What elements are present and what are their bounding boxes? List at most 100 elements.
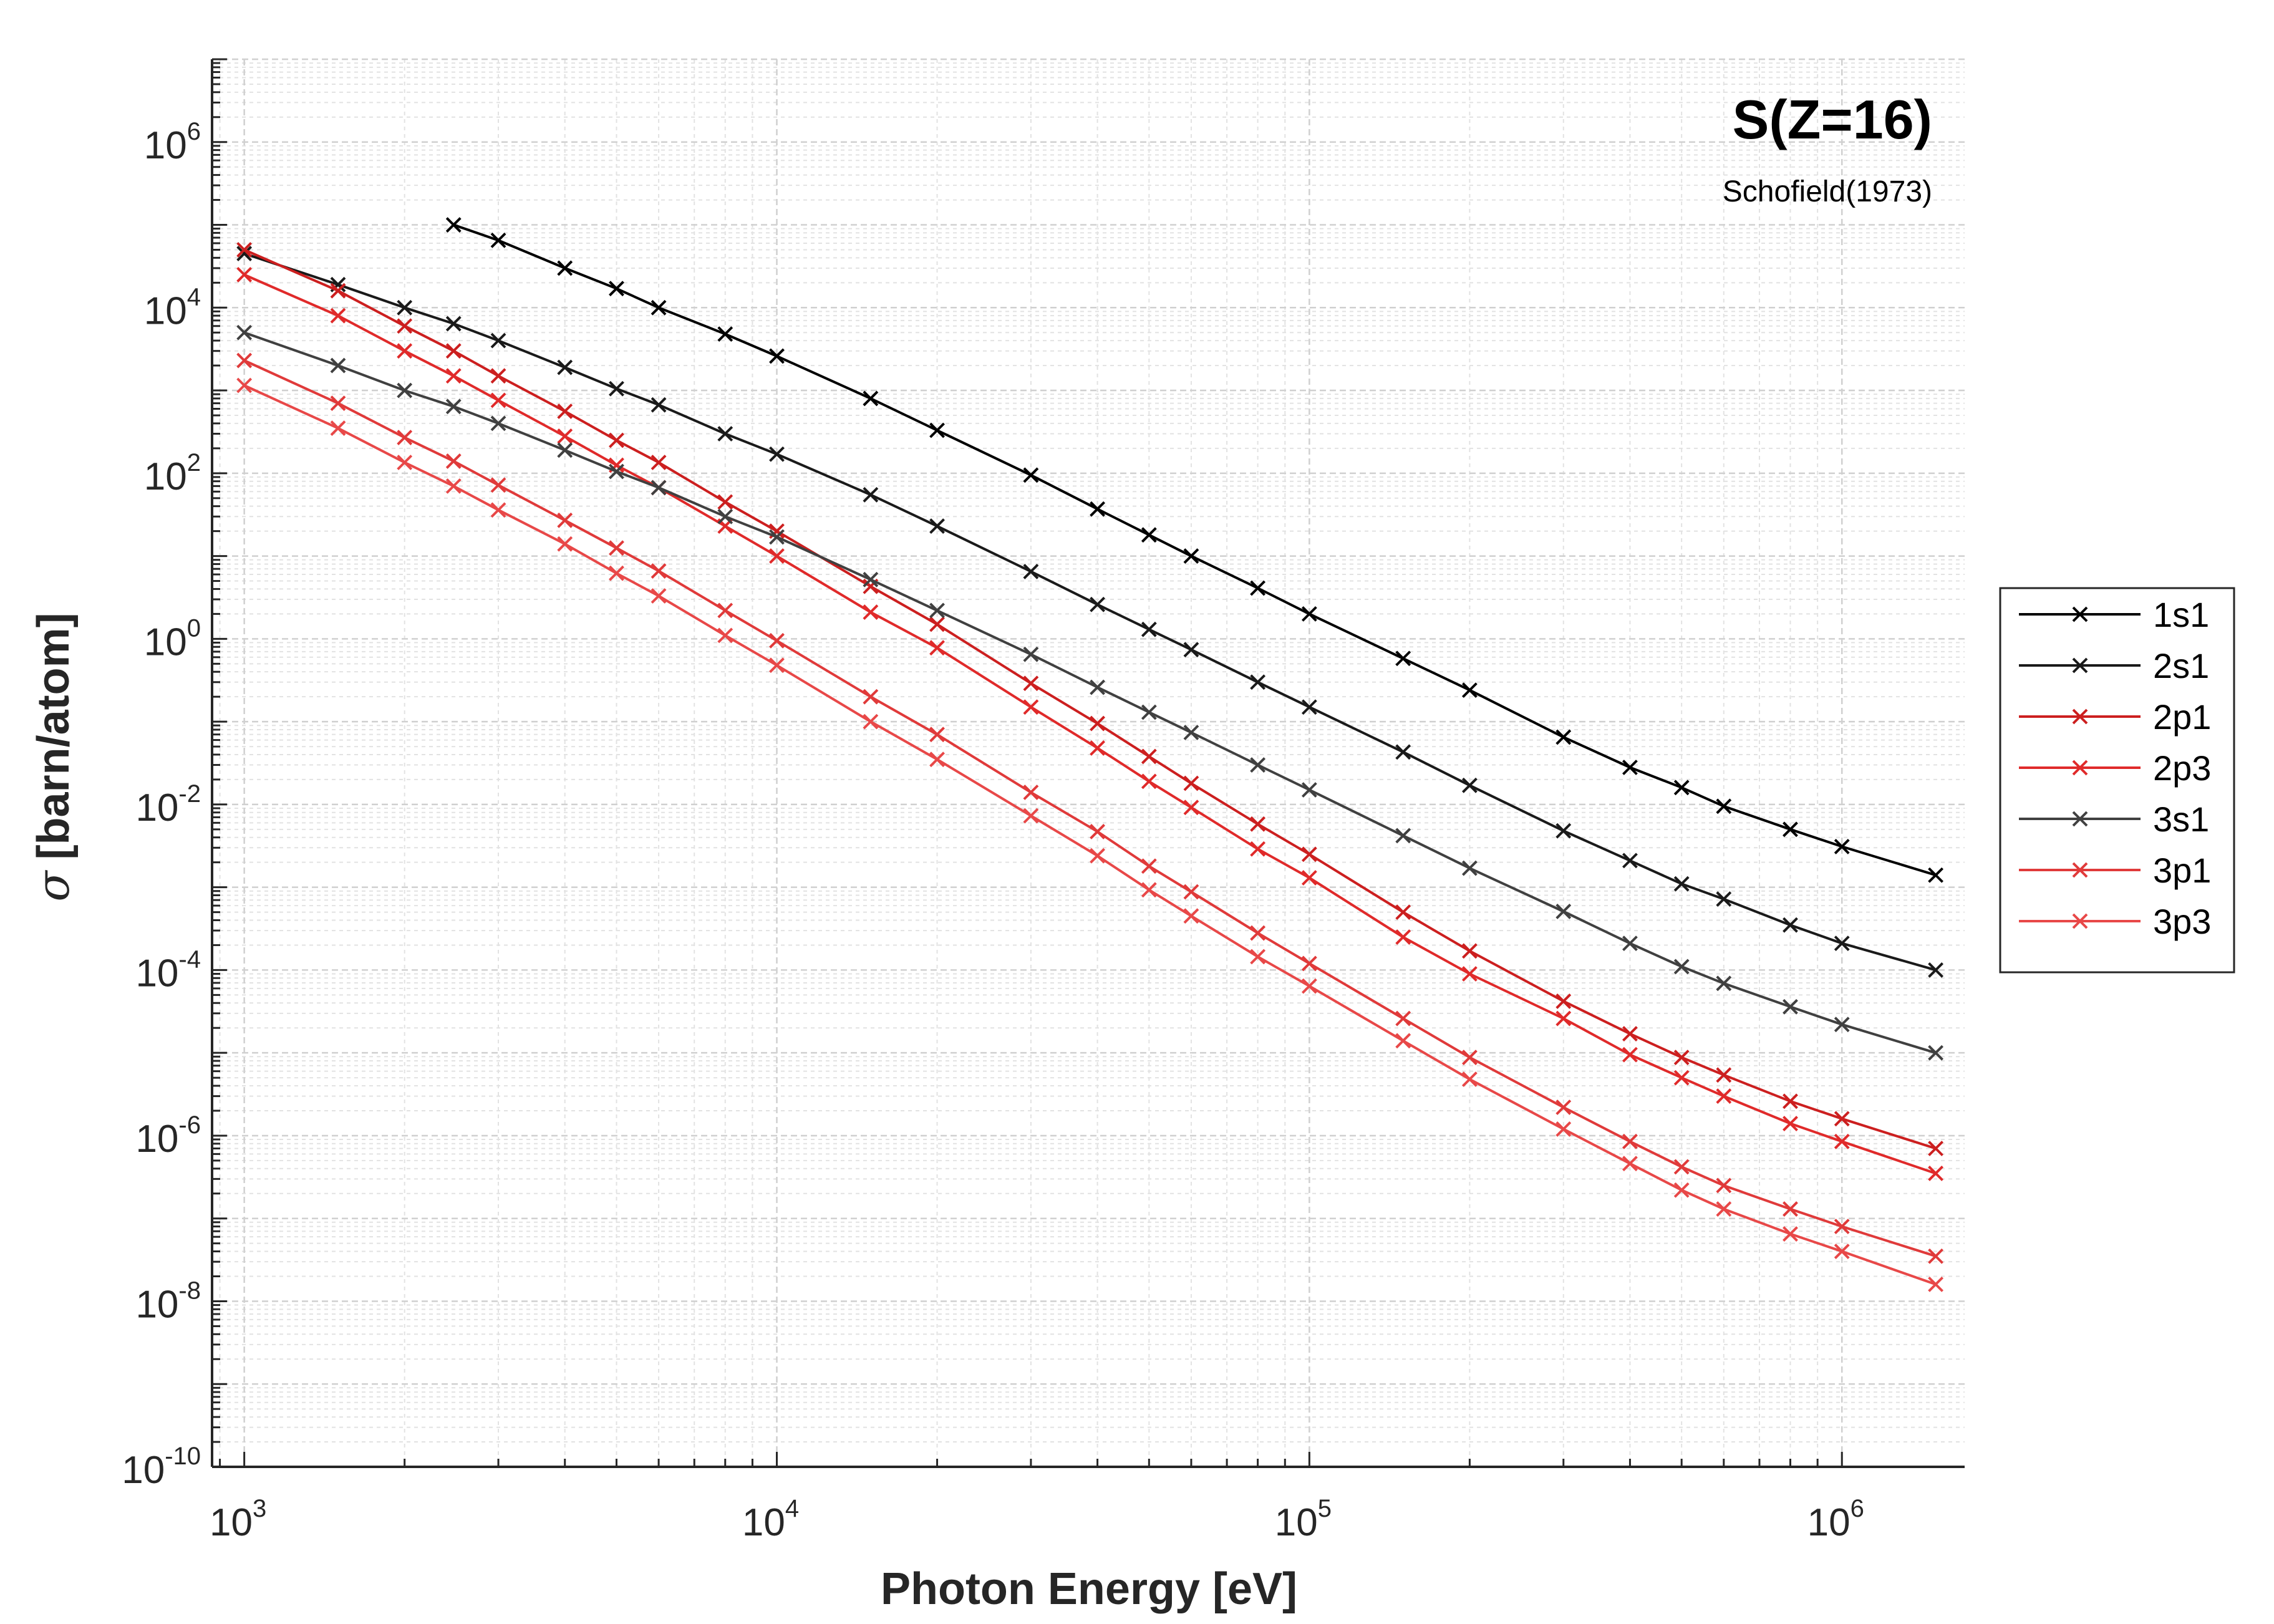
- data-point-2p1: [1395, 904, 1411, 921]
- data-point-3p3: [1673, 1182, 1690, 1198]
- data-point-3p1: [1834, 1219, 1850, 1234]
- data-point-3p3: [717, 627, 733, 644]
- data-point-3s1: [717, 508, 733, 524]
- data-point-2p1: [1301, 846, 1317, 863]
- y-tick-label: 10-8: [135, 1277, 201, 1326]
- plot-area: [211, 58, 1965, 1468]
- data-point-3s1: [1141, 704, 1157, 720]
- data-point-2p1: [445, 343, 462, 359]
- y-tick-exponent: -2: [178, 780, 201, 808]
- data-point-1s1: [1556, 729, 1572, 745]
- data-point-3s1: [609, 463, 624, 480]
- data-point-2p3: [1461, 966, 1478, 982]
- x-tick-label: 103: [210, 1495, 266, 1544]
- data-point-1s1: [1141, 527, 1157, 543]
- data-point-2s1: [490, 332, 506, 349]
- data-point-2p1: [1673, 1050, 1690, 1065]
- series-3p3: [236, 377, 1944, 1292]
- y-tick-exponent: -10: [165, 1443, 201, 1470]
- data-point-2p3: [1556, 1010, 1572, 1027]
- data-point-2s1: [651, 397, 667, 413]
- data-point-1s1: [609, 281, 624, 297]
- series-2p1: [236, 242, 1944, 1156]
- data-point-3p3: [1090, 848, 1105, 864]
- data-point-2p1: [609, 432, 624, 448]
- data-point-3p3: [1556, 1121, 1572, 1137]
- data-point-2p1: [1556, 993, 1572, 1009]
- data-point-1s1: [1183, 548, 1199, 564]
- y-tick-base: 10: [144, 289, 187, 332]
- y-tick-base: 10: [135, 1118, 178, 1161]
- legend-label: 2p1: [2153, 697, 2211, 737]
- data-point-2p3: [1183, 800, 1199, 816]
- data-point-3p3: [1716, 1201, 1732, 1217]
- data-point-3s1: [1090, 679, 1105, 695]
- data-point-3p1: [1090, 824, 1105, 839]
- data-point-3p3: [651, 588, 667, 604]
- chart-title: S(Z=16): [1733, 89, 1932, 150]
- data-point-3p3: [330, 420, 346, 437]
- data-point-2p1: [1461, 943, 1478, 959]
- data-point-3s1: [236, 324, 253, 341]
- legend-label: 3s1: [2153, 800, 2209, 839]
- data-point-3s1: [1928, 1045, 1944, 1061]
- data-point-3s1: [445, 399, 462, 415]
- data-point-3p3: [1141, 882, 1157, 898]
- legend-item-3p1: 3p1: [2019, 851, 2211, 890]
- data-point-3p1: [445, 453, 462, 469]
- data-point-1s1: [1250, 580, 1266, 596]
- legend-label: 3p1: [2153, 851, 2211, 890]
- data-point-3p3: [1928, 1276, 1944, 1292]
- legend-item-2p3: 2p3: [2019, 748, 2211, 788]
- series-line-1s1: [453, 223, 1937, 877]
- data-point-1s1: [651, 299, 667, 316]
- data-point-3s1: [1461, 860, 1478, 876]
- legend-label: 1s1: [2153, 595, 2209, 634]
- data-point-3s1: [1834, 1017, 1850, 1033]
- x-tick-label: 104: [742, 1495, 799, 1544]
- data-point-2s1: [929, 518, 945, 534]
- data-point-3s1: [330, 357, 346, 374]
- data-point-3p1: [490, 477, 506, 493]
- data-point-3s1: [397, 382, 413, 399]
- data-point-1s1: [769, 348, 785, 364]
- x-tick-exponent: 6: [1851, 1495, 1864, 1522]
- data-point-2p1: [397, 318, 413, 334]
- data-point-2p1: [929, 616, 945, 632]
- data-point-3p3: [1834, 1244, 1850, 1259]
- data-point-2s1: [445, 316, 462, 332]
- data-point-1s1: [1834, 838, 1850, 854]
- data-point-2p3: [330, 307, 346, 324]
- data-point-3p1: [1301, 955, 1317, 972]
- data-point-3p1: [651, 563, 667, 579]
- legend-marker: [2072, 657, 2088, 674]
- legend-marker: [2072, 708, 2088, 725]
- data-point-1s1: [1783, 821, 1798, 838]
- data-point-2p1: [1928, 1141, 1944, 1156]
- data-point-2s1: [1461, 777, 1478, 793]
- data-point-2p1: [1023, 675, 1039, 692]
- data-point-1s1: [863, 390, 879, 407]
- legend-marker: [2072, 760, 2088, 776]
- data-point-3p1: [557, 512, 573, 528]
- data-point-3s1: [1395, 828, 1411, 844]
- data-point-1s1: [717, 326, 733, 342]
- data-point-2p3: [1622, 1046, 1638, 1063]
- data-point-2p3: [445, 368, 462, 384]
- data-point-2p3: [1141, 773, 1157, 790]
- data-point-3p1: [769, 632, 785, 649]
- data-point-3p1: [1141, 858, 1157, 874]
- data-point-2p1: [1622, 1026, 1638, 1042]
- data-point-1s1: [1716, 798, 1732, 814]
- data-point-3p1: [609, 540, 624, 556]
- data-point-2p3: [1250, 841, 1266, 857]
- data-point-2s1: [1834, 935, 1850, 952]
- data-point-3p3: [1023, 808, 1039, 824]
- data-point-3s1: [1250, 757, 1266, 773]
- x-axis-title: Photon Energy [eV]: [881, 1564, 1297, 1614]
- data-point-2p1: [1834, 1111, 1850, 1127]
- data-point-2p3: [1928, 1166, 1944, 1181]
- axes-frame: [211, 58, 1965, 1468]
- data-point-1s1: [1673, 780, 1690, 796]
